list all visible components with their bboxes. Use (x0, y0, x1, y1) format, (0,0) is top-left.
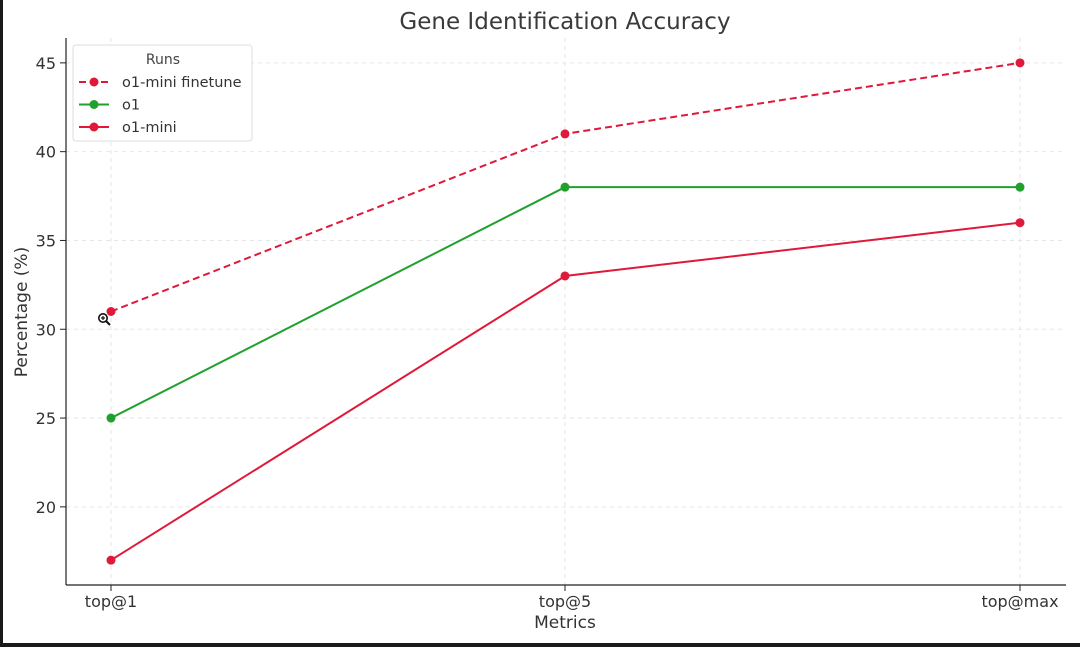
legend-items: o1-mini finetune o1 o1-mini (79, 75, 242, 136)
legend-marker (89, 77, 99, 87)
y-tick-label: 25 (36, 409, 56, 428)
y-axis-label: Percentage (%) (12, 247, 32, 377)
chart-title: Gene Identification Accuracy (399, 9, 730, 35)
x-tick-label: top@1 (85, 592, 137, 611)
series-o1 (106, 182, 1025, 423)
data-point-o1 (560, 182, 570, 192)
series-o1-mini-finetune (106, 58, 1025, 316)
data-point-o1-mini (1015, 218, 1025, 228)
data-point-o1 (106, 413, 116, 423)
series-layer (106, 58, 1025, 565)
axes (60, 38, 1066, 591)
legend-item-o1-mini-finetune: o1-mini finetune (79, 75, 242, 91)
zoom-in-cursor-icon (98, 313, 111, 326)
legend-item-o1-mini: o1-mini (79, 120, 177, 136)
data-point-o1-mini-finetune (106, 307, 116, 316)
legend-label: o1-mini finetune (122, 75, 242, 91)
x-tick-label: top@max (981, 592, 1058, 611)
y-tick-label: 35 (36, 231, 56, 250)
y-tick-label: 20 (36, 498, 56, 517)
data-point-o1-mini-finetune (1015, 58, 1025, 68)
y-tick-label: 40 (36, 143, 56, 162)
legend-marker (89, 122, 99, 132)
x-axis-label: Metrics (534, 613, 596, 633)
x-tick-label: top@5 (539, 592, 591, 611)
y-tick-labels: 20 25 30 35 40 45 (36, 54, 56, 517)
series-o1-mini (106, 218, 1025, 565)
legend-label: o1 (122, 98, 140, 114)
y-tick-label: 30 (36, 320, 56, 339)
legend-marker (89, 100, 99, 109)
data-point-o1-mini-finetune (560, 129, 570, 139)
legend-title: Runs (146, 52, 180, 68)
data-point-o1 (1015, 182, 1025, 192)
legend-label: o1-mini (122, 120, 177, 136)
legend-item-o1: o1 (79, 98, 140, 114)
x-tick-labels: top@1 top@5 top@max (85, 592, 1059, 611)
data-point-o1-mini (106, 555, 116, 565)
data-point-o1-mini (560, 271, 570, 281)
legend-box (72, 44, 253, 142)
y-tick-label: 45 (36, 54, 56, 73)
legend: Runs o1-mini finetune o1 o1-mini (72, 44, 253, 142)
